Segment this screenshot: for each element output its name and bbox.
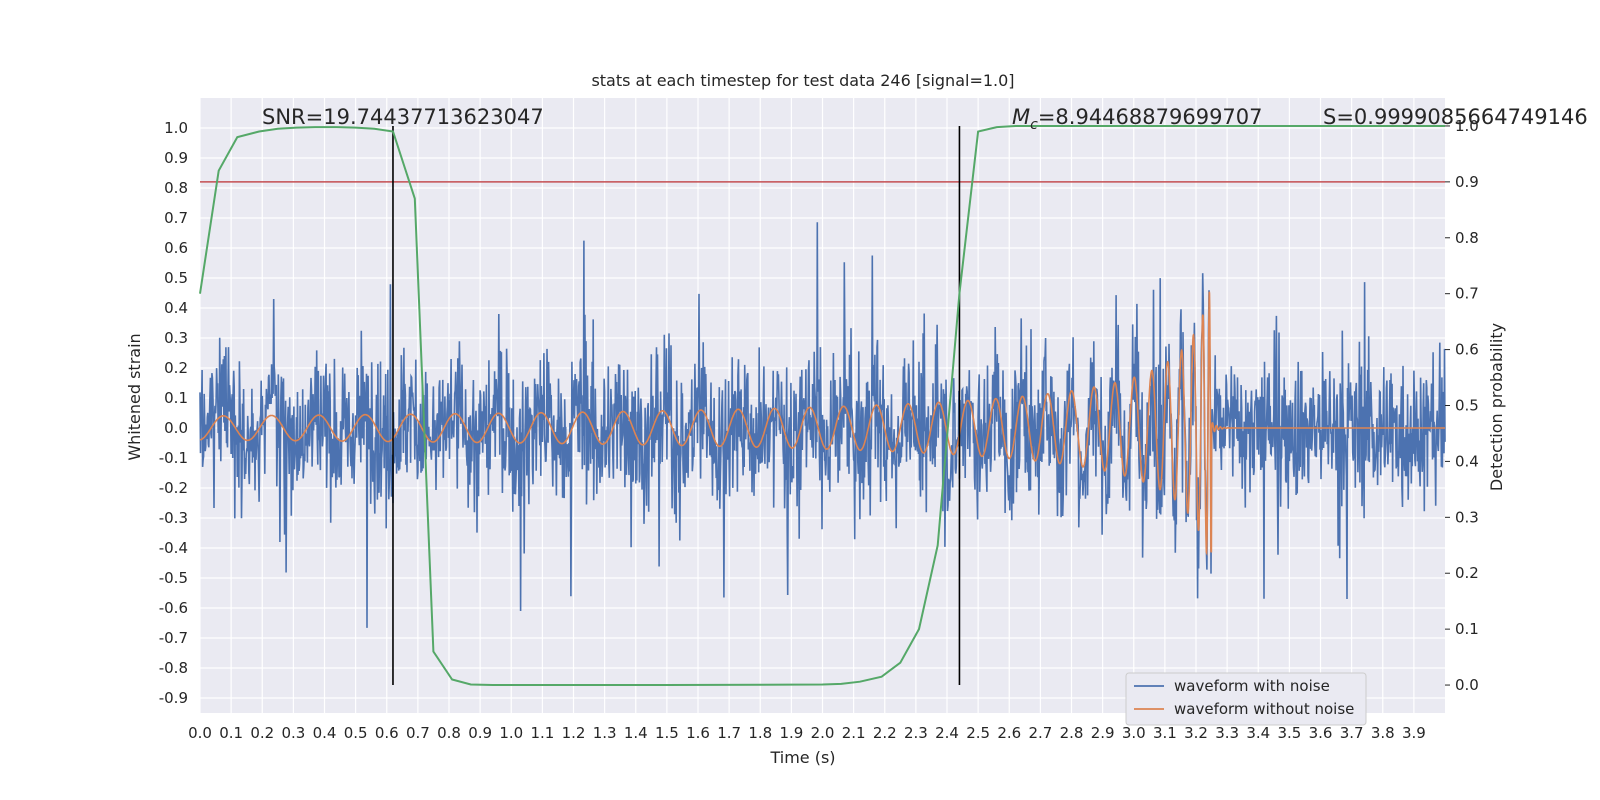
x-tick-label: 0.9 xyxy=(468,724,492,742)
chirp-mass-value: =8.94468879699707 xyxy=(1038,105,1263,129)
detection-probability-line xyxy=(199,125,1445,686)
x-tick-label: 1.5 xyxy=(655,724,679,742)
y-right-tick-label: 0.2 xyxy=(1455,564,1479,582)
y-tick-label: 0.1 xyxy=(164,389,188,407)
x-axis-label: Time (s) xyxy=(769,748,835,767)
x-tick-label: 0.5 xyxy=(344,724,368,742)
y-tick-label: -0.7 xyxy=(159,629,188,647)
x-tick-label: 1.4 xyxy=(624,724,648,742)
x-tick-label: 3.1 xyxy=(1153,724,1177,742)
y-right-axis-label: Detection probability xyxy=(1487,323,1506,491)
y-right-tick-label: 0.6 xyxy=(1455,341,1479,359)
x-tick-label: 3.9 xyxy=(1402,724,1426,742)
waveform-with-noise-line xyxy=(199,222,1446,628)
y-axis-ticks: 1.0 0.9 0.8 0.7 0.6 0.5 0.4 0.3 0.2 0.1 0.0 -0.1 -0.… xyxy=(159,119,188,707)
y-right-tick-label: 0.9 xyxy=(1455,173,1479,191)
x-tick-label: 2.6 xyxy=(997,724,1021,742)
chart-title: stats at each timestep for test data 246… xyxy=(591,71,1014,90)
y-tick-label: -0.3 xyxy=(159,509,188,527)
x-axis-ticks: 0.0 0.1 0.2 0.3 0.4 0.5 0.6 0.7 0.8 0.9 1.0 1.1 1.2 1… xyxy=(188,724,1426,742)
x-tick-label: 1.1 xyxy=(530,724,554,742)
y-tick-label: -0.6 xyxy=(159,599,188,617)
chirp-mass-symbol: M xyxy=(1012,105,1030,129)
series-detection-probability xyxy=(199,125,1445,686)
y-right-tick-label: 1.0 xyxy=(1455,117,1479,135)
y-tick-label: -0.8 xyxy=(159,659,188,677)
x-tick-label: 2.9 xyxy=(1091,724,1115,742)
x-tick-label: 3.8 xyxy=(1371,724,1395,742)
x-tick-label: 3.3 xyxy=(1215,724,1239,742)
x-tick-label: 0.7 xyxy=(406,724,430,742)
x-tick-label: 3.5 xyxy=(1277,724,1301,742)
x-tick-label: 1.2 xyxy=(562,724,586,742)
x-tick-label: 2.2 xyxy=(873,724,897,742)
x-tick-label: 2.3 xyxy=(904,724,928,742)
x-tick-label: 2.1 xyxy=(842,724,866,742)
y-right-tick-label: 0.7 xyxy=(1455,285,1479,303)
x-tick-label: 2.0 xyxy=(811,724,835,742)
x-tick-label: 0.8 xyxy=(437,724,461,742)
legend-box xyxy=(1125,672,1367,726)
x-tick-label: 3.0 xyxy=(1122,724,1146,742)
x-tick-label: 0.1 xyxy=(219,724,243,742)
x-tick-label: 1.7 xyxy=(717,724,741,742)
y-tick-label: -0.2 xyxy=(159,479,188,497)
x-tick-label: 1.3 xyxy=(593,724,617,742)
legend-label-with-noise: waveform with noise xyxy=(1174,677,1330,695)
y-tick-label: -0.1 xyxy=(159,449,188,467)
y-tick-label: 0.3 xyxy=(164,329,188,347)
x-tick-label: 3.2 xyxy=(1184,724,1208,742)
y-right-tick-label: 0.0 xyxy=(1455,676,1479,694)
x-tick-label: 1.0 xyxy=(499,724,523,742)
y-right-axis-ticks: 1.0 0.9 0.8 0.7 0.6 0.5 0.4 0.3 0.2 0.1 0.0 xyxy=(1445,117,1479,694)
x-tick-label: 0.3 xyxy=(281,724,305,742)
y-right-tick-label: 0.3 xyxy=(1455,508,1479,526)
x-tick-label: 3.4 xyxy=(1246,724,1270,742)
y-tick-label: 1.0 xyxy=(164,119,188,137)
x-tick-label: 2.8 xyxy=(1060,724,1084,742)
x-tick-label: 2.4 xyxy=(935,724,959,742)
y-tick-label: -0.9 xyxy=(159,689,188,707)
y-right-tick-label: 0.1 xyxy=(1455,620,1479,638)
y-tick-label: 0.5 xyxy=(164,269,188,287)
y-tick-label: -0.4 xyxy=(159,539,188,557)
x-tick-label: 3.6 xyxy=(1309,724,1333,742)
legend-label-without-noise: waveform without noise xyxy=(1174,700,1354,718)
y-right-tick-label: 0.5 xyxy=(1455,397,1479,415)
y-tick-label: 0.2 xyxy=(164,359,188,377)
snr-annotation: SNR=19.74437713623047 xyxy=(262,105,544,129)
x-tick-label: 0.4 xyxy=(313,724,337,742)
y-tick-label: -0.5 xyxy=(159,569,188,587)
legend: waveform with noise waveform without noi… xyxy=(1125,672,1367,726)
series-waveform-without-noise xyxy=(199,291,1445,556)
x-tick-label: 3.7 xyxy=(1340,724,1364,742)
series-waveform-with-noise xyxy=(199,222,1446,628)
x-tick-label: 0.0 xyxy=(188,724,212,742)
y-tick-label: 0.8 xyxy=(164,179,188,197)
x-tick-label: 0.2 xyxy=(250,724,274,742)
y-tick-label: 0.4 xyxy=(164,299,188,317)
x-tick-label: 0.6 xyxy=(375,724,399,742)
s-annotation: S=0.9999085664749146 xyxy=(1323,105,1588,129)
waveform-without-noise-line xyxy=(199,291,1445,556)
y-right-tick-label: 0.4 xyxy=(1455,452,1479,470)
y-axis-label: Whitened strain xyxy=(125,333,144,460)
y-tick-label: 0.7 xyxy=(164,209,188,227)
y-tick-label: 0.0 xyxy=(164,419,188,437)
y-right-tick-label: 0.8 xyxy=(1455,229,1479,247)
y-tick-label: 0.9 xyxy=(164,149,188,167)
x-tick-label: 1.9 xyxy=(779,724,803,742)
x-tick-label: 1.8 xyxy=(748,724,772,742)
y-tick-label: 0.6 xyxy=(164,239,188,257)
reference-lines xyxy=(200,125,1445,686)
chirp-mass-subscript: c xyxy=(1030,117,1038,133)
x-tick-label: 1.6 xyxy=(686,724,710,742)
x-tick-label: 2.5 xyxy=(966,724,990,742)
x-tick-label: 2.7 xyxy=(1028,724,1052,742)
chirp-mass-annotation: Mc=8.94468879699707 xyxy=(1012,105,1263,133)
